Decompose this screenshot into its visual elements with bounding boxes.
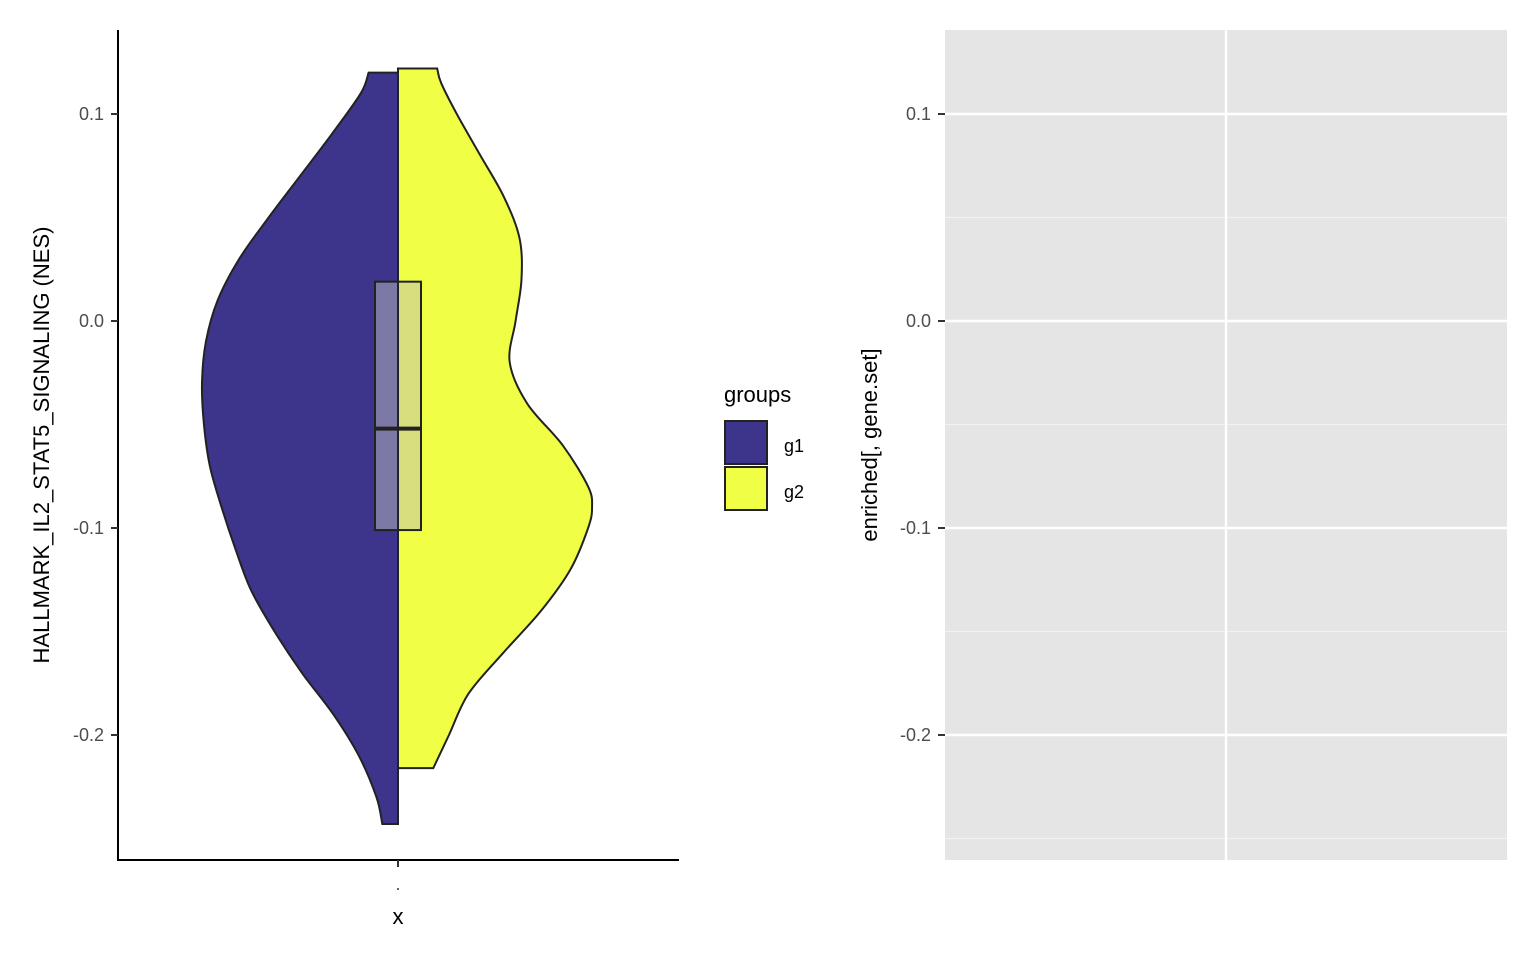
- legend-label-g1: g1: [784, 436, 804, 456]
- x-axis-title: x: [393, 904, 404, 929]
- violin-g1: [200, 71, 399, 826]
- y-tick-label: 0.0: [79, 311, 104, 331]
- legend-label-g2: g2: [784, 482, 804, 502]
- y-tick-label-right: 0.1: [906, 104, 931, 124]
- grid-lines: [945, 30, 1507, 860]
- violin-panel: 0.1 0.0 -0.1 -0.2. HALLMARK_IL2_STAT5_SIGNA…: [29, 30, 679, 929]
- right-axes: 0.1 0.0 -0.1 -0.2: [900, 104, 945, 745]
- box-half-g1: [375, 281, 398, 531]
- violin-plot-area: [200, 67, 594, 826]
- left-axes: 0.1 0.0 -0.1 -0.2.: [73, 30, 679, 894]
- y-tick-label: 0.1: [79, 104, 104, 124]
- legend: groups g1 g2: [724, 382, 804, 511]
- legend-title: groups: [724, 382, 791, 407]
- y-tick-label-right: -0.2: [900, 725, 931, 745]
- y-tick-label-right: 0.0: [906, 311, 931, 331]
- boxplot: [374, 280, 422, 532]
- y-axis-title-right: enriched[, gene.set]: [857, 348, 882, 541]
- legend-key-g2: [724, 466, 768, 511]
- y-tick-label: -0.2: [73, 725, 104, 745]
- blank-panel: 0.1 0.0 -0.1 -0.2 enriched[, gene.set]: [857, 30, 1507, 860]
- y-axis-title: HALLMARK_IL2_STAT5_SIGNALING (NES): [29, 227, 54, 664]
- y-tick-label: -0.1: [73, 518, 104, 538]
- legend-key-g1: [724, 420, 768, 465]
- box-half-g2: [398, 281, 421, 531]
- y-tick-label-right: -0.1: [900, 518, 931, 538]
- x-tick-label: .: [395, 874, 400, 894]
- violin-g2: [397, 67, 594, 770]
